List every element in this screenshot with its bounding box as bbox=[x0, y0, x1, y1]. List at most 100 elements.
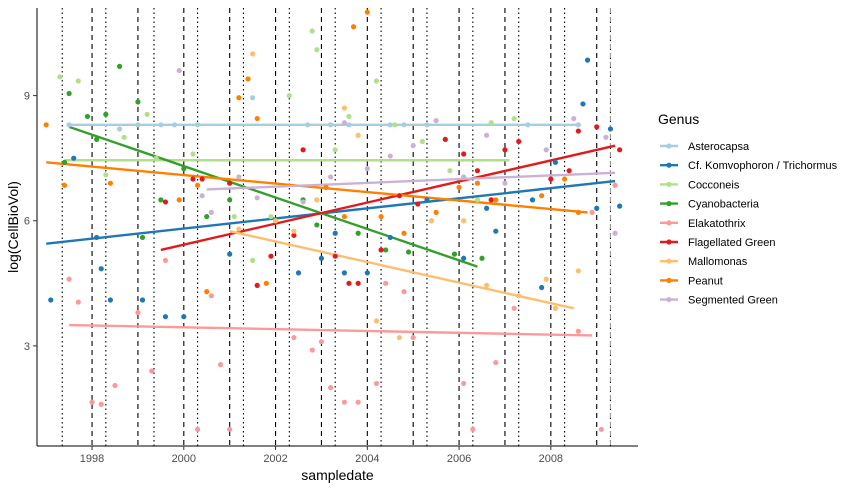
data-point bbox=[254, 115, 260, 122]
data-point bbox=[548, 176, 554, 182]
data-point bbox=[493, 197, 499, 203]
data-point bbox=[612, 182, 618, 188]
data-point bbox=[341, 399, 347, 405]
data-point bbox=[378, 213, 384, 220]
x-tick-label: 2008 bbox=[539, 453, 563, 465]
data-point bbox=[484, 282, 490, 288]
data-point bbox=[61, 159, 68, 165]
data-point bbox=[396, 334, 403, 341]
legend-key-point bbox=[666, 297, 672, 303]
data-point bbox=[516, 138, 522, 145]
data-points bbox=[43, 9, 623, 432]
x-tick-label: 2002 bbox=[263, 453, 287, 465]
data-point bbox=[291, 334, 297, 341]
data-point bbox=[194, 182, 201, 188]
data-point bbox=[272, 218, 279, 224]
legend-key-point bbox=[666, 258, 672, 264]
data-point bbox=[162, 257, 169, 263]
data-point bbox=[75, 78, 81, 84]
legend-label: Cocconeis bbox=[688, 179, 740, 191]
data-point bbox=[364, 9, 370, 15]
data-point bbox=[305, 122, 311, 128]
data-point bbox=[543, 276, 549, 282]
data-point bbox=[66, 276, 72, 282]
data-point bbox=[103, 111, 109, 117]
data-point bbox=[135, 99, 141, 105]
data-point bbox=[341, 213, 347, 220]
x-axis-title: sampledate bbox=[301, 467, 374, 483]
data-point bbox=[442, 136, 448, 142]
data-point bbox=[190, 176, 196, 182]
data-point bbox=[401, 122, 407, 128]
data-point bbox=[318, 339, 325, 345]
data-point bbox=[107, 297, 114, 303]
data-point bbox=[254, 195, 260, 201]
legend-label: Cf. Komvophoron / Trichormus bbox=[688, 160, 838, 172]
data-point bbox=[300, 199, 306, 205]
data-point bbox=[552, 305, 559, 311]
data-point bbox=[607, 126, 614, 132]
x-tick-label: 1998 bbox=[80, 453, 104, 465]
data-point bbox=[539, 284, 545, 291]
data-point bbox=[598, 426, 604, 432]
data-point bbox=[451, 251, 458, 257]
data-point bbox=[217, 362, 224, 368]
data-point bbox=[341, 105, 347, 111]
data-point bbox=[364, 270, 370, 276]
axis-ticks: 1998 2000 2002 2004 2006 2008 3 6 9 bbox=[24, 91, 563, 465]
legend-key-point bbox=[666, 201, 672, 207]
data-point bbox=[84, 113, 91, 120]
data-point bbox=[190, 151, 196, 157]
data-point bbox=[355, 132, 361, 138]
data-point bbox=[474, 168, 481, 174]
data-point bbox=[612, 230, 618, 236]
data-point bbox=[617, 147, 623, 153]
data-point bbox=[387, 234, 393, 241]
data-point bbox=[328, 385, 334, 391]
x-tick-label: 2006 bbox=[447, 453, 471, 465]
data-point bbox=[580, 101, 586, 107]
data-point bbox=[181, 314, 187, 320]
data-point bbox=[332, 147, 338, 153]
data-point bbox=[176, 67, 182, 74]
data-point bbox=[415, 201, 421, 207]
data-point bbox=[194, 122, 201, 128]
y-tick-label: 3 bbox=[24, 341, 30, 353]
data-point bbox=[346, 113, 352, 120]
data-point bbox=[410, 143, 416, 149]
data-point bbox=[71, 155, 77, 161]
legend-key-point bbox=[666, 143, 672, 149]
data-point bbox=[428, 218, 435, 224]
data-point bbox=[575, 128, 581, 134]
data-point bbox=[323, 184, 329, 190]
data-point bbox=[539, 193, 545, 199]
data-point bbox=[103, 172, 109, 178]
data-point bbox=[461, 218, 467, 224]
data-point bbox=[250, 95, 256, 101]
data-point bbox=[502, 147, 508, 153]
data-point bbox=[433, 209, 439, 215]
data-point bbox=[511, 115, 517, 122]
data-point bbox=[250, 51, 256, 57]
data-point bbox=[373, 380, 380, 387]
data-point bbox=[447, 168, 453, 174]
data-point bbox=[158, 197, 164, 203]
data-point bbox=[461, 255, 467, 261]
data-point bbox=[392, 122, 398, 128]
x-tick-label: 2000 bbox=[172, 453, 196, 465]
legend-key-point bbox=[666, 220, 672, 226]
data-point bbox=[204, 213, 210, 220]
data-point bbox=[176, 197, 182, 203]
data-point bbox=[48, 297, 54, 303]
legend-key-point bbox=[666, 162, 672, 168]
data-point bbox=[236, 174, 242, 180]
data-point bbox=[387, 122, 393, 128]
data-point bbox=[254, 282, 260, 288]
y-tick-label: 9 bbox=[24, 91, 30, 103]
data-point bbox=[199, 193, 205, 199]
data-point bbox=[236, 95, 242, 101]
data-point bbox=[571, 115, 577, 122]
data-point bbox=[355, 230, 361, 236]
data-point bbox=[341, 120, 347, 126]
data-point bbox=[456, 184, 462, 190]
